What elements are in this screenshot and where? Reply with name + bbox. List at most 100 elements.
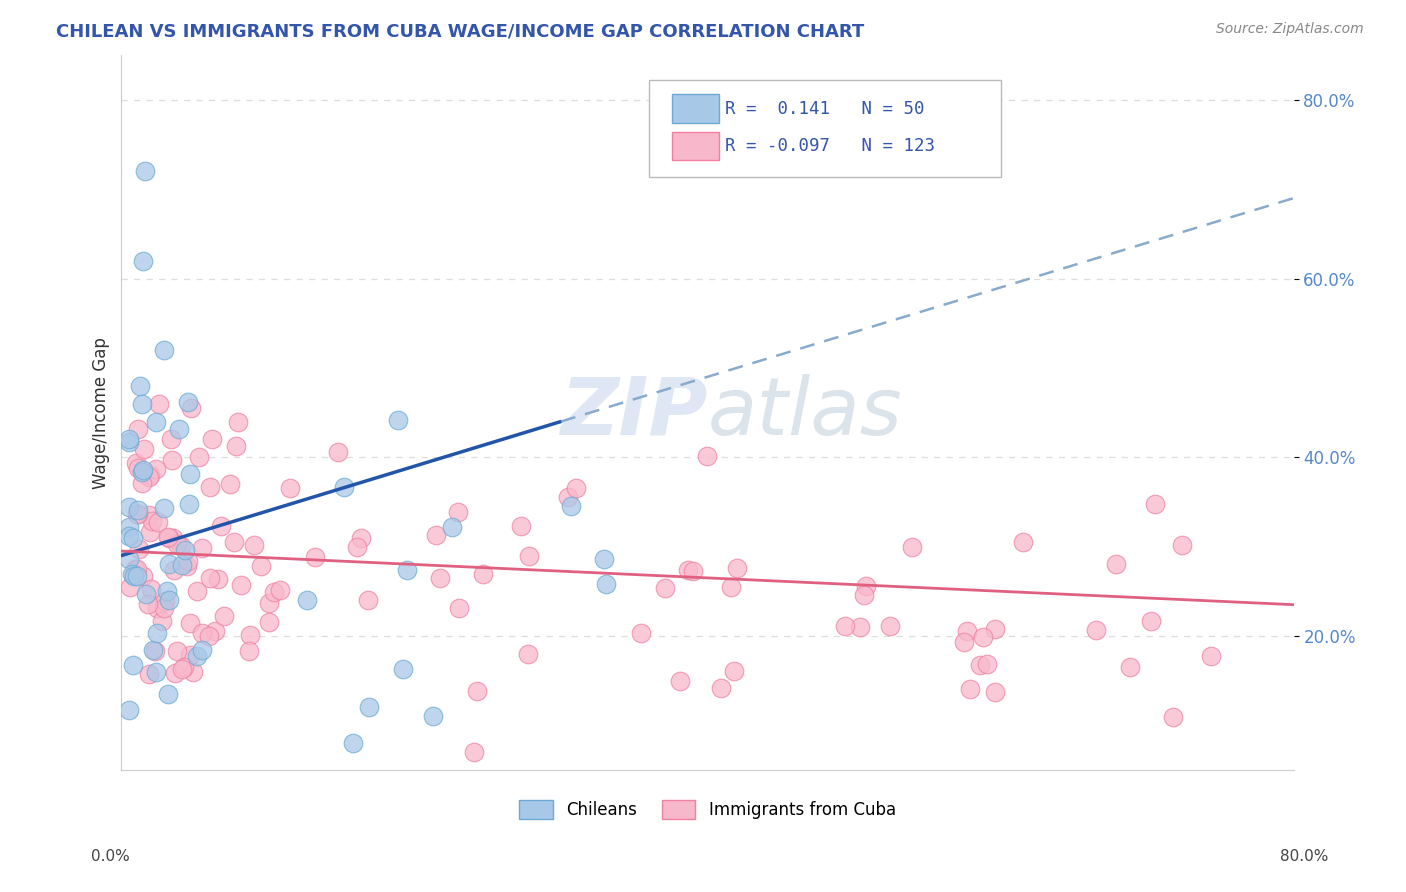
Point — [145, 415, 167, 429]
Point — [682, 564, 704, 578]
Point — [129, 378, 152, 392]
Point — [472, 567, 495, 582]
Point — [173, 659, 195, 673]
Point — [969, 657, 991, 672]
Point — [984, 622, 1007, 636]
Point — [204, 624, 226, 639]
Point — [174, 542, 197, 557]
Point — [157, 592, 180, 607]
Point — [269, 583, 291, 598]
Point — [118, 552, 141, 566]
Point — [238, 644, 260, 658]
Point — [179, 615, 201, 630]
Point — [595, 577, 617, 591]
FancyBboxPatch shape — [672, 95, 720, 123]
Point — [181, 665, 204, 679]
Point — [146, 601, 169, 615]
Point — [201, 432, 224, 446]
Point — [138, 470, 160, 484]
Point — [127, 507, 149, 521]
Point — [654, 581, 676, 595]
Point — [157, 687, 180, 701]
Point — [984, 684, 1007, 698]
Text: ZIP: ZIP — [560, 374, 707, 451]
Point — [127, 568, 149, 582]
Point — [148, 515, 170, 529]
Point — [1140, 615, 1163, 629]
Point — [124, 562, 146, 576]
Point — [160, 433, 183, 447]
Text: atlas: atlas — [707, 374, 903, 451]
Point — [463, 745, 485, 759]
Point — [118, 500, 141, 514]
Point — [177, 554, 200, 568]
Point — [250, 558, 273, 573]
Point — [143, 644, 166, 658]
Point — [834, 619, 856, 633]
Point — [350, 531, 373, 545]
Point — [136, 597, 159, 611]
Point — [131, 465, 153, 479]
Point — [148, 397, 170, 411]
Point — [359, 700, 381, 714]
Point — [676, 563, 699, 577]
Point — [156, 584, 179, 599]
Point — [332, 479, 354, 493]
Point — [855, 579, 877, 593]
Point — [1144, 497, 1167, 511]
Point — [239, 627, 262, 641]
Point — [128, 542, 150, 557]
Point — [209, 519, 232, 533]
Point — [517, 549, 540, 564]
Point — [121, 657, 143, 672]
Point — [328, 445, 350, 459]
Point — [207, 572, 229, 586]
Point — [263, 585, 285, 599]
Point — [124, 569, 146, 583]
Point — [1201, 648, 1223, 663]
Point — [447, 505, 470, 519]
Point — [170, 662, 193, 676]
Point — [170, 540, 193, 554]
Point — [180, 401, 202, 416]
Point — [243, 538, 266, 552]
Point — [165, 666, 187, 681]
Point — [953, 634, 976, 648]
Point — [1118, 660, 1140, 674]
Point — [145, 625, 167, 640]
Point — [1105, 557, 1128, 571]
Text: 80.0%: 80.0% — [1281, 849, 1329, 863]
Point — [392, 662, 415, 676]
Point — [157, 557, 180, 571]
Point — [225, 439, 247, 453]
Point — [959, 682, 981, 697]
Point — [630, 626, 652, 640]
Point — [186, 648, 208, 663]
Point — [125, 562, 148, 576]
Point — [166, 644, 188, 658]
Point — [170, 558, 193, 573]
Point — [509, 519, 531, 533]
Text: R =  0.141   N = 50: R = 0.141 N = 50 — [725, 100, 925, 118]
Point — [157, 531, 180, 545]
Point — [167, 421, 190, 435]
Point — [177, 394, 200, 409]
Point — [191, 541, 214, 556]
Text: Source: ZipAtlas.com: Source: ZipAtlas.com — [1216, 22, 1364, 37]
Point — [696, 449, 718, 463]
Point — [150, 615, 173, 629]
Point — [121, 567, 143, 582]
Point — [142, 643, 165, 657]
Point — [155, 594, 177, 608]
Point — [278, 481, 301, 495]
Point — [166, 537, 188, 551]
Point — [229, 577, 252, 591]
Point — [669, 674, 692, 689]
Point — [132, 569, 155, 583]
Point — [145, 462, 167, 476]
Point — [710, 681, 733, 695]
Point — [191, 626, 214, 640]
Legend: Chileans, Immigrants from Cuba: Chileans, Immigrants from Cuba — [513, 793, 903, 826]
Point — [179, 648, 201, 662]
Point — [139, 468, 162, 483]
